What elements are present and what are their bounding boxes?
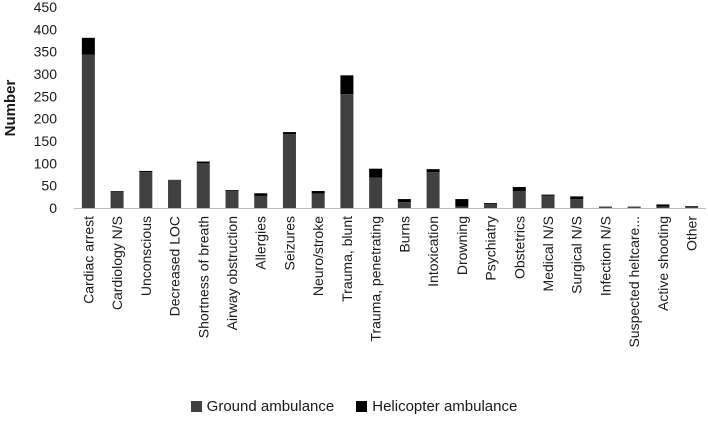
y-tick-label: 250	[34, 88, 58, 104]
y-tick-label: 200	[34, 111, 58, 127]
x-category-label: Decreased LOC	[167, 216, 183, 316]
legend-label-ground: Ground ambulance	[206, 398, 335, 415]
bars-group	[81, 37, 699, 208]
bar-ground-ambulance	[81, 54, 95, 208]
bar-ground-ambulance	[455, 206, 469, 208]
bar-helicopter-ambulance	[685, 206, 699, 208]
bar-ground-ambulance	[254, 195, 268, 208]
x-category-label: Shortness of breath	[195, 216, 211, 338]
bar-ground-ambulance	[397, 202, 411, 208]
x-category-label: Active shooting	[655, 216, 671, 311]
y-axis: 0 50 100 150 200 250 300 350 400 450	[34, 0, 58, 216]
bar-ground-ambulance	[110, 191, 124, 208]
x-category-label: Medical N/S	[540, 216, 556, 291]
bar-ground-ambulance	[512, 191, 526, 208]
x-category-label: Infection N/S	[597, 216, 613, 296]
x-category-label: Surgical N/S	[569, 216, 585, 294]
legend-swatch-ground	[190, 401, 202, 412]
bar-helicopter-ambulance	[541, 194, 555, 196]
bar-ground-ambulance	[340, 94, 354, 208]
legend-item-ground: Ground ambulance	[190, 398, 335, 415]
x-category-label: Obstetrics	[511, 216, 527, 279]
bar-helicopter-ambulance	[512, 187, 526, 192]
bar-ground-ambulance	[225, 191, 239, 208]
bar-ground-ambulance	[627, 207, 641, 208]
bar-ground-ambulance	[685, 207, 699, 208]
x-category-label: Suspected heltcare...	[626, 216, 642, 348]
bar-ground-ambulance	[570, 199, 584, 208]
x-axis: Cardiac arrest Cardiology N/S Unconscious D…	[74, 208, 706, 348]
x-category-label: Intoxication	[425, 216, 441, 287]
x-category-label: Unconscious	[138, 216, 154, 296]
bar-helicopter-ambulance	[254, 193, 268, 196]
bar-ground-ambulance	[484, 203, 498, 208]
x-category-label: Psychiatry	[483, 216, 499, 281]
bar-ground-ambulance	[311, 193, 325, 208]
bar-helicopter-ambulance	[484, 203, 498, 204]
y-tick-label: 450	[34, 0, 58, 15]
bar-ground-ambulance	[196, 163, 210, 208]
legend: Ground ambulance Helicopter ambulance	[0, 398, 708, 415]
bar-helicopter-ambulance	[282, 132, 296, 135]
bar-ground-ambulance	[282, 134, 296, 208]
bar-helicopter-ambulance	[570, 196, 584, 200]
y-tick-label: 0	[49, 200, 57, 216]
bar-ground-ambulance	[426, 172, 440, 208]
y-tick-label: 150	[34, 133, 58, 149]
bar-helicopter-ambulance	[340, 75, 354, 95]
legend-swatch-helicopter	[356, 401, 368, 412]
x-category-label: Burns	[396, 216, 412, 253]
bar-helicopter-ambulance	[656, 204, 670, 207]
bar-helicopter-ambulance	[426, 169, 440, 173]
bar-ground-ambulance	[656, 206, 670, 208]
bar-ground-ambulance	[139, 172, 153, 208]
y-tick-label: 300	[34, 66, 58, 82]
y-axis-title: Number	[2, 80, 19, 137]
x-category-label: Seizures	[281, 216, 297, 270]
bar-helicopter-ambulance	[139, 170, 153, 173]
bar-helicopter-ambulance	[311, 191, 325, 194]
bar-helicopter-ambulance	[225, 190, 239, 192]
x-category-label: Airway obstruction	[224, 216, 240, 330]
bar-ground-ambulance	[541, 195, 555, 208]
x-category-label: Other	[684, 216, 700, 251]
x-category-label: Drowning	[454, 216, 470, 275]
y-tick-label: 50	[41, 178, 57, 194]
bar-helicopter-ambulance	[369, 168, 383, 178]
x-category-label: Cardiac arrest	[80, 216, 96, 304]
x-category-label: Allergies	[253, 216, 269, 270]
y-tick-label: 400	[34, 21, 58, 37]
bar-ground-ambulance	[598, 207, 612, 208]
bar-helicopter-ambulance	[196, 161, 210, 164]
stacked-bar-chart: 0 50 100 150 200 250 300 350 400 450 Cardiac arre…	[2, 0, 706, 348]
bar-helicopter-ambulance	[397, 199, 411, 203]
x-category-label: Trauma, blunt	[339, 216, 355, 302]
bar-ground-ambulance	[168, 180, 182, 208]
x-category-label: Trauma, penetrating	[368, 216, 384, 342]
y-tick-label: 350	[34, 44, 58, 60]
bar-helicopter-ambulance	[455, 199, 469, 207]
bar-helicopter-ambulance	[81, 37, 95, 55]
legend-item-helicopter: Helicopter ambulance	[356, 398, 517, 415]
y-tick-label: 100	[34, 155, 58, 171]
bar-ground-ambulance	[369, 177, 383, 208]
legend-label-helicopter: Helicopter ambulance	[372, 398, 518, 415]
x-category-label: Neuro/stroke	[310, 216, 326, 296]
x-category-label: Cardiology N/S	[109, 216, 125, 310]
